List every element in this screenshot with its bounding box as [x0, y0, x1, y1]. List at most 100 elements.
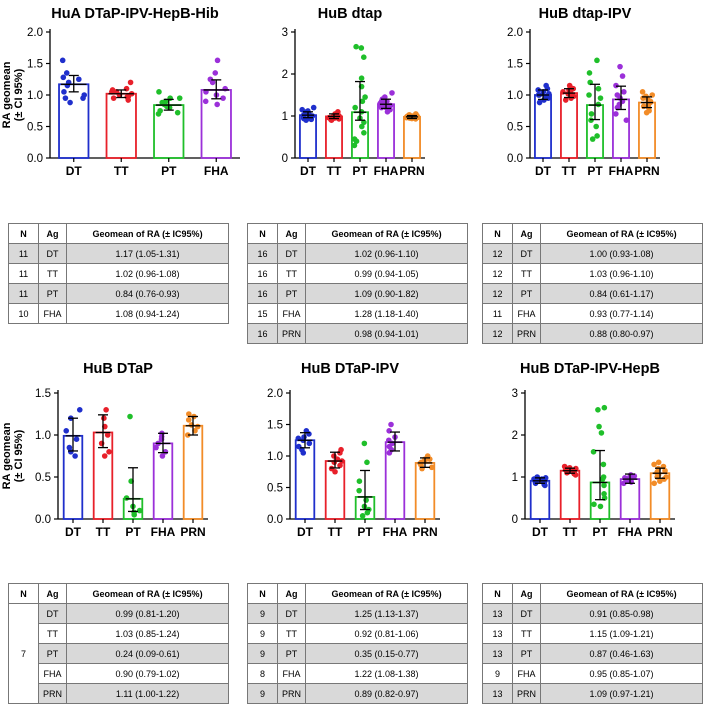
- data-point: [64, 82, 71, 89]
- data-point: [153, 444, 159, 451]
- column-header: Ag: [512, 583, 541, 604]
- y-tick-label: 0.0: [267, 514, 283, 526]
- table-row: 13 TT 1.15 (1.09-1.21): [482, 623, 703, 644]
- cell-geomean: 0.24 (0.09-0.61): [66, 643, 229, 664]
- cell-geomean: 1.03 (0.85-1.24): [66, 623, 229, 644]
- data-point: [388, 421, 394, 428]
- cell-geomean: 1.00 (0.93-1.08): [540, 243, 703, 264]
- table-header-row: N Ag Geomean of RA (± IC95%): [8, 223, 229, 244]
- x-tick-label: PT: [357, 525, 373, 539]
- x-tick-label: DT: [532, 525, 549, 539]
- data-point: [186, 411, 192, 417]
- data-point: [214, 57, 221, 64]
- data-point: [331, 459, 338, 466]
- column-header: Geomean of RA (± IC95%): [540, 583, 703, 604]
- x-tick-label: FHA: [609, 164, 634, 178]
- cell-n: 12: [482, 263, 513, 284]
- cell-geomean: 1.11 (1.00-1.22): [66, 683, 229, 704]
- data-point: [358, 45, 365, 51]
- data-point: [364, 459, 370, 466]
- data-point: [103, 407, 109, 413]
- y-tick-label: 2.0: [507, 27, 523, 39]
- cell-antigen: FHA: [277, 663, 306, 684]
- data-point: [600, 461, 607, 468]
- table-row: 13 DT 0.91 (0.85-0.98): [482, 603, 703, 624]
- bar-prn: [182, 424, 204, 520]
- data-point: [131, 509, 137, 516]
- data-point: [621, 89, 627, 95]
- x-tick-label: TT: [562, 164, 577, 178]
- cell-geomean: 1.25 (1.13-1.37): [305, 603, 468, 624]
- cell-antigen: DT: [38, 603, 67, 624]
- data-point: [601, 482, 607, 489]
- results-table: N Ag Geomean of RA (± IC95%) 9 DT 1.25 (1.13-…: [247, 583, 468, 704]
- cell-geomean: 1.09 (0.90-1.82): [305, 283, 468, 304]
- table-row: 16 PRN 0.98 (0.94-1.01): [247, 323, 468, 344]
- cell-n: 13: [482, 623, 513, 644]
- cell-n: 13: [482, 643, 513, 664]
- table-row: 9 FHA 0.95 (0.85-1.07): [482, 663, 703, 684]
- cell-antigen: TT: [38, 623, 67, 644]
- cell-antigen: PT: [38, 643, 67, 664]
- data-point: [61, 89, 67, 95]
- data-point: [601, 404, 608, 411]
- chart-2: HuB dtap 0 1 2 3 DT TT PT FHA PRN: [282, 6, 425, 178]
- table-row: 11 DT 1.17 (1.05-1.31): [8, 243, 229, 264]
- cell-n: 16: [247, 283, 278, 304]
- cell-n: 13: [482, 683, 513, 704]
- data-point: [598, 430, 605, 436]
- y-tick-label: 0.0: [35, 514, 51, 526]
- data-point: [361, 440, 368, 447]
- y-tick-label: 0.5: [507, 122, 523, 134]
- table-row: TT 1.03 (0.85-1.24): [9, 623, 229, 644]
- data-point: [72, 453, 78, 459]
- table-row: 13 PRN 1.09 (0.97-1.21): [482, 683, 703, 704]
- x-tick-label: PT: [592, 525, 608, 539]
- data-point: [110, 95, 117, 101]
- data-point: [595, 407, 601, 413]
- cell-n: 10: [8, 303, 39, 324]
- data-point: [654, 469, 661, 475]
- cell-geomean: 1.08 (0.94-1.24): [66, 303, 229, 324]
- data-point: [590, 449, 597, 455]
- data-point: [428, 464, 435, 471]
- data-point: [586, 92, 592, 98]
- y-tick-label: 2: [512, 430, 518, 442]
- data-point: [59, 57, 66, 64]
- data-point: [597, 503, 604, 510]
- cell-geomean: 1.22 (1.08-1.38): [305, 663, 468, 684]
- data-point: [124, 94, 131, 100]
- cell-antigen: PRN: [512, 323, 541, 344]
- cell-geomean: 1.28 (1.18-1.40): [305, 303, 468, 324]
- table-row: 7 DT 0.99 (0.81-1.20): [8, 603, 229, 704]
- data-point: [594, 57, 600, 64]
- y-axis-label: RA geomean: [1, 422, 13, 489]
- cell-n: 11: [8, 263, 39, 284]
- data-point: [591, 501, 597, 508]
- data-point: [325, 114, 332, 121]
- cell-n: 16: [247, 263, 278, 284]
- cell-n: 11: [482, 303, 513, 324]
- data-point: [202, 98, 209, 105]
- column-header: Ag: [512, 223, 541, 244]
- data-point: [306, 431, 312, 437]
- table-row: 9 DT 1.25 (1.13-1.37): [247, 603, 468, 624]
- cell-antigen: DT: [38, 243, 67, 264]
- y-tick-label: 0.0: [27, 153, 43, 165]
- table-header-row: N Ag Geomean of RA (± IC95%): [247, 583, 468, 604]
- data-point: [595, 85, 602, 92]
- column-header: N: [8, 223, 39, 244]
- cell-geomean: 0.87 (0.46-1.63): [540, 643, 703, 664]
- cell-n: 16: [247, 323, 278, 344]
- cell-n: 15: [247, 303, 278, 324]
- cell-geomean: 1.15 (1.09-1.21): [540, 623, 703, 644]
- data-point: [60, 74, 67, 81]
- chart-6: HuB DTaP-IPV-HepB 0 1 2 3 DT TT PT FHA PRN: [512, 361, 675, 539]
- column-header: Geomean of RA (± IC95%): [305, 583, 468, 604]
- cell-antigen: PRN: [277, 683, 306, 704]
- table-row: FHA 0.90 (0.79-1.02): [9, 663, 229, 684]
- table-row: 11 FHA 0.93 (0.77-1.14): [482, 303, 703, 324]
- table-row: 12 DT 1.00 (0.93-1.08): [482, 243, 703, 264]
- data-point: [80, 95, 86, 101]
- table-row: 13 PT 0.87 (0.46-1.63): [482, 643, 703, 664]
